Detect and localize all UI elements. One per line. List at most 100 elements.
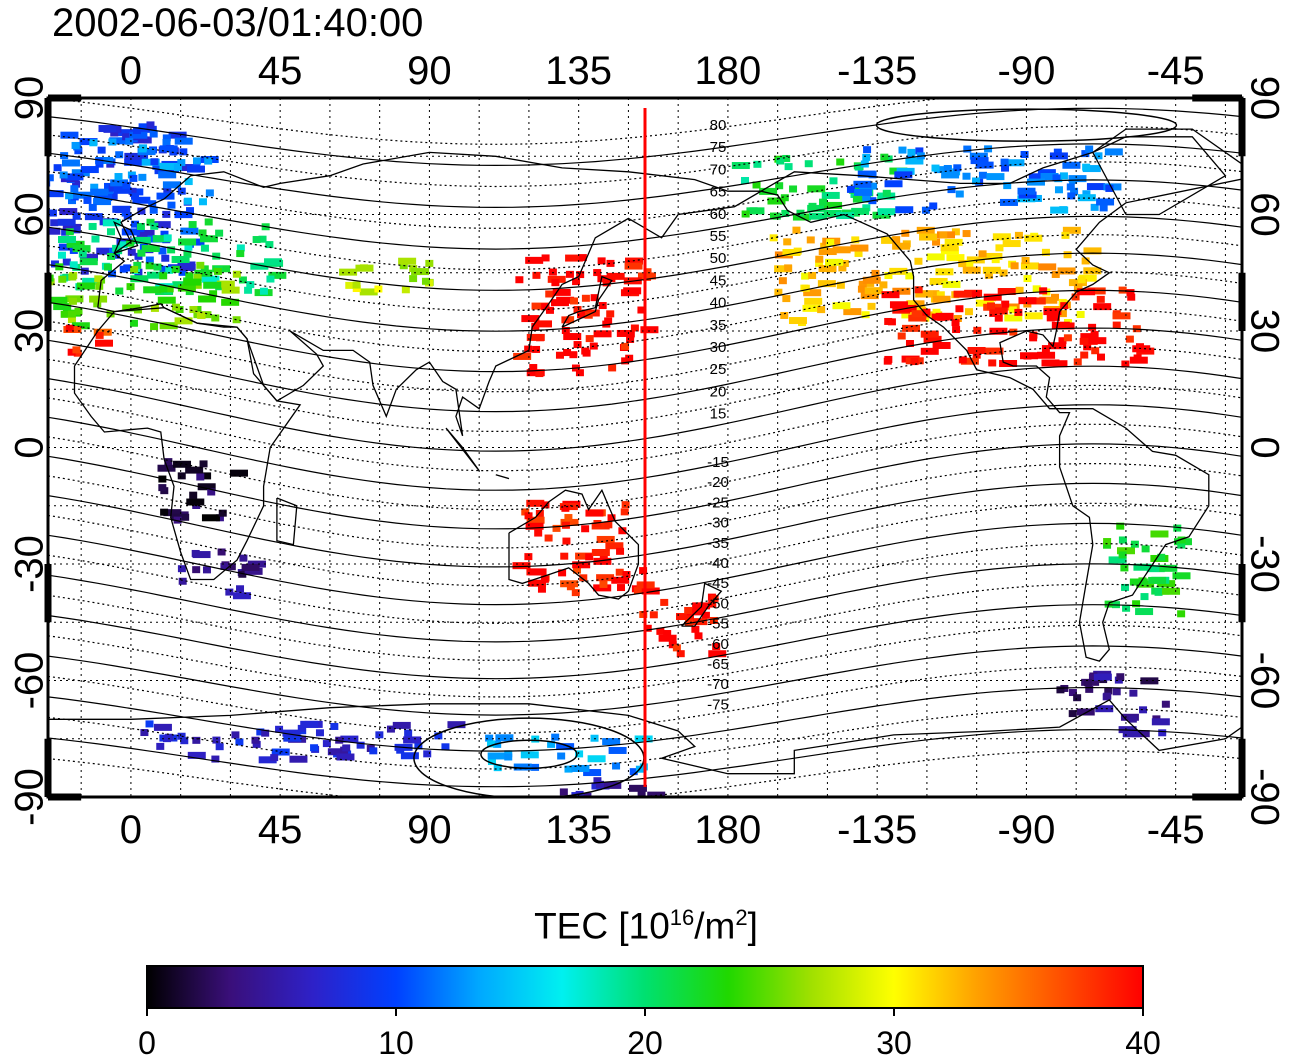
tec-cell <box>782 154 791 162</box>
tec-cell <box>767 197 786 205</box>
tec-cell <box>818 248 837 256</box>
contour-label: 65 <box>710 184 727 201</box>
tec-cell <box>1158 729 1167 737</box>
tec-cell <box>160 230 169 238</box>
tec-cell <box>211 755 220 763</box>
tec-cell <box>2 265 10 272</box>
tec-cell <box>535 509 544 517</box>
tec-cell <box>593 269 602 277</box>
tec-cell <box>1118 536 1127 544</box>
tec-cell <box>177 187 186 195</box>
tec-cell <box>119 265 128 273</box>
tec-cell <box>231 731 240 739</box>
tec-cell <box>964 308 973 316</box>
tec-cell <box>663 630 672 638</box>
tec-cell <box>628 784 647 792</box>
tec-cell <box>176 164 195 172</box>
tec-cell <box>95 282 104 290</box>
tec-cell <box>192 736 201 744</box>
tec-cell <box>940 244 959 252</box>
tec-cell <box>93 300 102 308</box>
coastline-path <box>48 699 1242 797</box>
tec-cell <box>1077 288 1096 296</box>
tec-cell <box>921 206 930 214</box>
tec-cell <box>532 271 541 279</box>
tec-cell <box>1074 283 1083 291</box>
tec-cell <box>94 275 103 283</box>
left-lat-tick-label: -30 <box>8 535 52 593</box>
tec-cell <box>884 355 893 363</box>
tec-cell <box>225 588 234 596</box>
tec-cell <box>1118 286 1127 294</box>
left-lat-tick-label: 0 <box>8 436 52 458</box>
tec-cell <box>881 236 900 244</box>
tec-cell <box>792 226 801 234</box>
tec-cell <box>17 268 25 275</box>
tec-cell <box>71 322 90 330</box>
tec-cell <box>520 751 539 759</box>
tec-cell <box>606 259 615 267</box>
bottom-lon-tick-label: -45 <box>1147 808 1205 852</box>
tec-cell <box>352 281 361 289</box>
tec-cell <box>145 262 154 270</box>
tec-cell <box>1077 194 1096 202</box>
tec-cell <box>578 254 587 262</box>
tec-cell <box>48 227 61 235</box>
tec-cell <box>93 198 112 206</box>
tec-cell <box>555 351 564 359</box>
tec-cell <box>535 370 544 378</box>
tec-cell <box>1083 343 1092 351</box>
tec-cell <box>345 281 354 289</box>
tec-cell <box>244 567 263 575</box>
tec-cell <box>649 611 658 619</box>
colorbar-tick-label: 0 <box>138 1025 156 1057</box>
tec-cell <box>48 190 64 198</box>
tec-cell <box>65 228 74 236</box>
tec-cell <box>183 278 202 286</box>
tec-cell <box>599 580 608 588</box>
tec-cell <box>132 236 151 244</box>
tec-cell <box>57 218 76 226</box>
tec-cell <box>741 176 750 184</box>
tec-cell <box>211 314 220 322</box>
tec-cell <box>403 736 422 744</box>
tec-cell <box>115 151 124 159</box>
tec-cell <box>910 358 919 366</box>
tec-cell <box>1116 522 1125 530</box>
tec-cell <box>369 747 378 755</box>
coastlines <box>48 128 1242 797</box>
tec-cell <box>145 256 154 264</box>
tec-cell <box>218 509 227 517</box>
tec-cell <box>109 192 118 200</box>
tec-cell <box>1083 267 1102 275</box>
frame-bars <box>44 94 1246 801</box>
tec-cell <box>300 720 319 728</box>
tec-cell <box>583 792 592 797</box>
top-lon-tick-label: 180 <box>695 49 762 93</box>
tec-cell <box>84 213 103 221</box>
tec-cell <box>884 317 893 325</box>
tec-cell <box>643 624 652 632</box>
tec-cell <box>392 721 411 729</box>
tec-cell <box>906 300 925 308</box>
tec-cell <box>177 284 196 292</box>
tec-cell <box>789 185 798 193</box>
tec-cell <box>1033 194 1042 202</box>
tec-cell <box>566 583 575 591</box>
tec-cell <box>1014 308 1023 316</box>
tec-cell <box>150 222 159 230</box>
tec-cell <box>884 155 893 163</box>
tec-cell <box>1048 342 1067 350</box>
tec-cell <box>180 227 199 235</box>
tec-cell <box>125 137 134 145</box>
tec-cell <box>48 209 57 217</box>
colorbar-label-close: ] <box>747 905 758 947</box>
tec-cell <box>108 270 117 278</box>
tec-cell <box>143 136 152 144</box>
tec-cell <box>920 347 939 355</box>
tec-cell <box>1154 588 1163 596</box>
tec-cell <box>159 145 178 153</box>
tec-cell <box>68 297 77 305</box>
tec-cell <box>561 504 570 512</box>
coastline-path <box>276 497 298 546</box>
